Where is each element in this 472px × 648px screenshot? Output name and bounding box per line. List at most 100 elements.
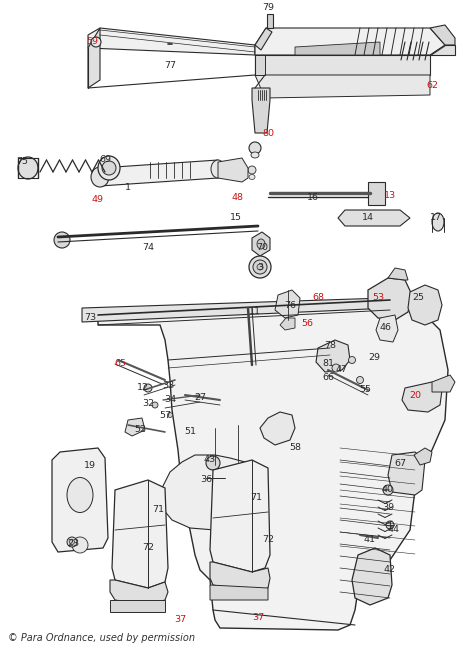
Polygon shape: [98, 300, 448, 630]
Polygon shape: [100, 160, 218, 186]
Text: 19: 19: [84, 461, 96, 470]
Ellipse shape: [356, 376, 363, 384]
Polygon shape: [112, 480, 168, 588]
Polygon shape: [388, 268, 408, 280]
Text: 75: 75: [16, 157, 28, 167]
Ellipse shape: [383, 485, 393, 495]
Text: 58: 58: [289, 443, 301, 452]
Ellipse shape: [144, 384, 152, 392]
Text: 47: 47: [336, 365, 348, 375]
Ellipse shape: [249, 142, 261, 154]
Ellipse shape: [152, 402, 158, 408]
Ellipse shape: [211, 160, 225, 178]
Polygon shape: [295, 42, 380, 55]
Polygon shape: [88, 28, 100, 88]
Text: 3: 3: [257, 264, 263, 273]
Text: 80: 80: [262, 128, 274, 137]
Ellipse shape: [54, 232, 70, 248]
Text: 72: 72: [262, 535, 274, 544]
Polygon shape: [252, 232, 270, 256]
Text: 73: 73: [84, 314, 96, 323]
Ellipse shape: [257, 239, 265, 249]
Polygon shape: [267, 14, 273, 28]
Polygon shape: [255, 28, 272, 50]
Ellipse shape: [102, 161, 116, 175]
Polygon shape: [275, 290, 300, 318]
Ellipse shape: [386, 521, 394, 529]
Text: 72: 72: [142, 544, 154, 553]
Text: 55: 55: [359, 386, 371, 395]
Text: 11: 11: [249, 308, 261, 316]
Text: 14: 14: [362, 213, 374, 222]
Ellipse shape: [18, 157, 38, 179]
Text: 66: 66: [322, 373, 334, 382]
Text: 81: 81: [322, 358, 334, 367]
Ellipse shape: [98, 156, 120, 180]
Text: 40: 40: [382, 485, 394, 494]
Ellipse shape: [67, 537, 77, 547]
Polygon shape: [255, 55, 430, 75]
Text: 51: 51: [184, 428, 196, 437]
Polygon shape: [218, 158, 248, 182]
Polygon shape: [252, 88, 270, 133]
Text: 17: 17: [430, 213, 442, 222]
Text: 56: 56: [301, 319, 313, 327]
Polygon shape: [376, 315, 398, 342]
Text: 32: 32: [142, 399, 154, 408]
Ellipse shape: [348, 356, 355, 364]
Text: 41: 41: [364, 535, 376, 544]
Ellipse shape: [249, 256, 271, 278]
Polygon shape: [402, 382, 442, 412]
Ellipse shape: [91, 167, 109, 187]
Ellipse shape: [332, 364, 340, 372]
Text: 27: 27: [194, 393, 206, 402]
Text: 37: 37: [252, 614, 264, 623]
Polygon shape: [210, 460, 270, 572]
Text: 69: 69: [99, 156, 111, 165]
Text: 39: 39: [382, 502, 394, 511]
Ellipse shape: [253, 260, 267, 274]
Ellipse shape: [248, 166, 256, 174]
Text: 16: 16: [307, 194, 319, 202]
Text: 71: 71: [250, 494, 262, 502]
Text: 29: 29: [368, 354, 380, 362]
Text: 13: 13: [384, 191, 396, 200]
Text: 77: 77: [164, 60, 176, 69]
Text: 74: 74: [142, 244, 154, 253]
Polygon shape: [210, 585, 268, 600]
Polygon shape: [162, 455, 268, 530]
Text: 52: 52: [134, 426, 146, 435]
Text: 68: 68: [312, 294, 324, 303]
Ellipse shape: [257, 264, 263, 270]
Polygon shape: [316, 340, 350, 372]
Text: 42: 42: [384, 566, 396, 575]
Polygon shape: [338, 210, 410, 226]
Text: 70: 70: [256, 244, 268, 253]
Polygon shape: [255, 28, 445, 55]
Ellipse shape: [251, 152, 259, 158]
Text: 67: 67: [394, 459, 406, 467]
Text: 79: 79: [262, 3, 274, 12]
Text: 65: 65: [114, 358, 126, 367]
Text: 57: 57: [159, 410, 171, 419]
Polygon shape: [388, 452, 425, 495]
Text: 48: 48: [231, 192, 243, 202]
Text: 36: 36: [200, 476, 212, 485]
Text: 59: 59: [86, 38, 98, 47]
Text: 43: 43: [204, 456, 216, 465]
Text: 62: 62: [426, 80, 438, 89]
Text: 33: 33: [162, 380, 174, 389]
Polygon shape: [280, 318, 295, 330]
Text: 23: 23: [67, 538, 79, 548]
Text: 71: 71: [152, 505, 164, 515]
Text: 49: 49: [92, 196, 104, 205]
Text: 53: 53: [372, 294, 384, 303]
Polygon shape: [430, 45, 455, 55]
Polygon shape: [430, 25, 455, 45]
Polygon shape: [414, 448, 432, 465]
Text: 78: 78: [324, 340, 336, 349]
Polygon shape: [110, 580, 168, 605]
Text: 76: 76: [284, 301, 296, 310]
Text: © Para Ordnance, used by permission: © Para Ordnance, used by permission: [8, 633, 195, 643]
Polygon shape: [408, 285, 442, 325]
